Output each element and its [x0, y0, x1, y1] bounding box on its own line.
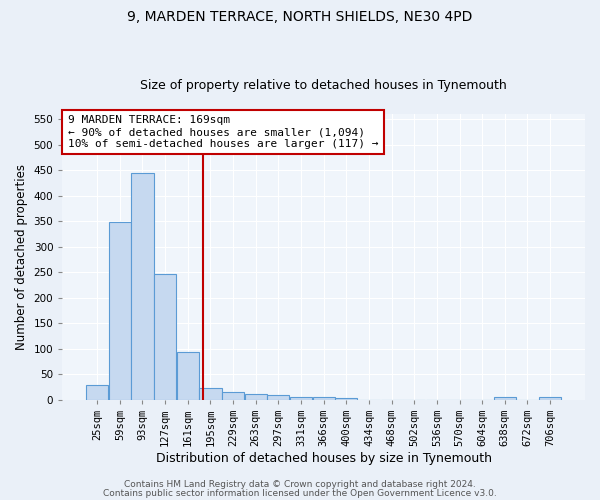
Bar [335, 398, 358, 400]
Bar [539, 398, 561, 400]
Title: Size of property relative to detached houses in Tynemouth: Size of property relative to detached ho… [140, 79, 507, 92]
Bar [176, 352, 199, 400]
Bar [86, 385, 108, 400]
Text: 9 MARDEN TERRACE: 169sqm
← 90% of detached houses are smaller (1,094)
10% of sem: 9 MARDEN TERRACE: 169sqm ← 90% of detach… [68, 116, 378, 148]
Bar [199, 388, 221, 400]
Y-axis label: Number of detached properties: Number of detached properties [15, 164, 28, 350]
Bar [109, 222, 131, 400]
X-axis label: Distribution of detached houses by size in Tynemouth: Distribution of detached houses by size … [155, 452, 491, 465]
Bar [494, 398, 516, 400]
Bar [154, 274, 176, 400]
Text: Contains public sector information licensed under the Open Government Licence v3: Contains public sector information licen… [103, 488, 497, 498]
Bar [222, 392, 244, 400]
Bar [313, 398, 335, 400]
Text: Contains HM Land Registry data © Crown copyright and database right 2024.: Contains HM Land Registry data © Crown c… [124, 480, 476, 489]
Bar [290, 398, 312, 400]
Bar [245, 394, 267, 400]
Bar [131, 173, 154, 400]
Text: 9, MARDEN TERRACE, NORTH SHIELDS, NE30 4PD: 9, MARDEN TERRACE, NORTH SHIELDS, NE30 4… [127, 10, 473, 24]
Bar [267, 396, 289, 400]
